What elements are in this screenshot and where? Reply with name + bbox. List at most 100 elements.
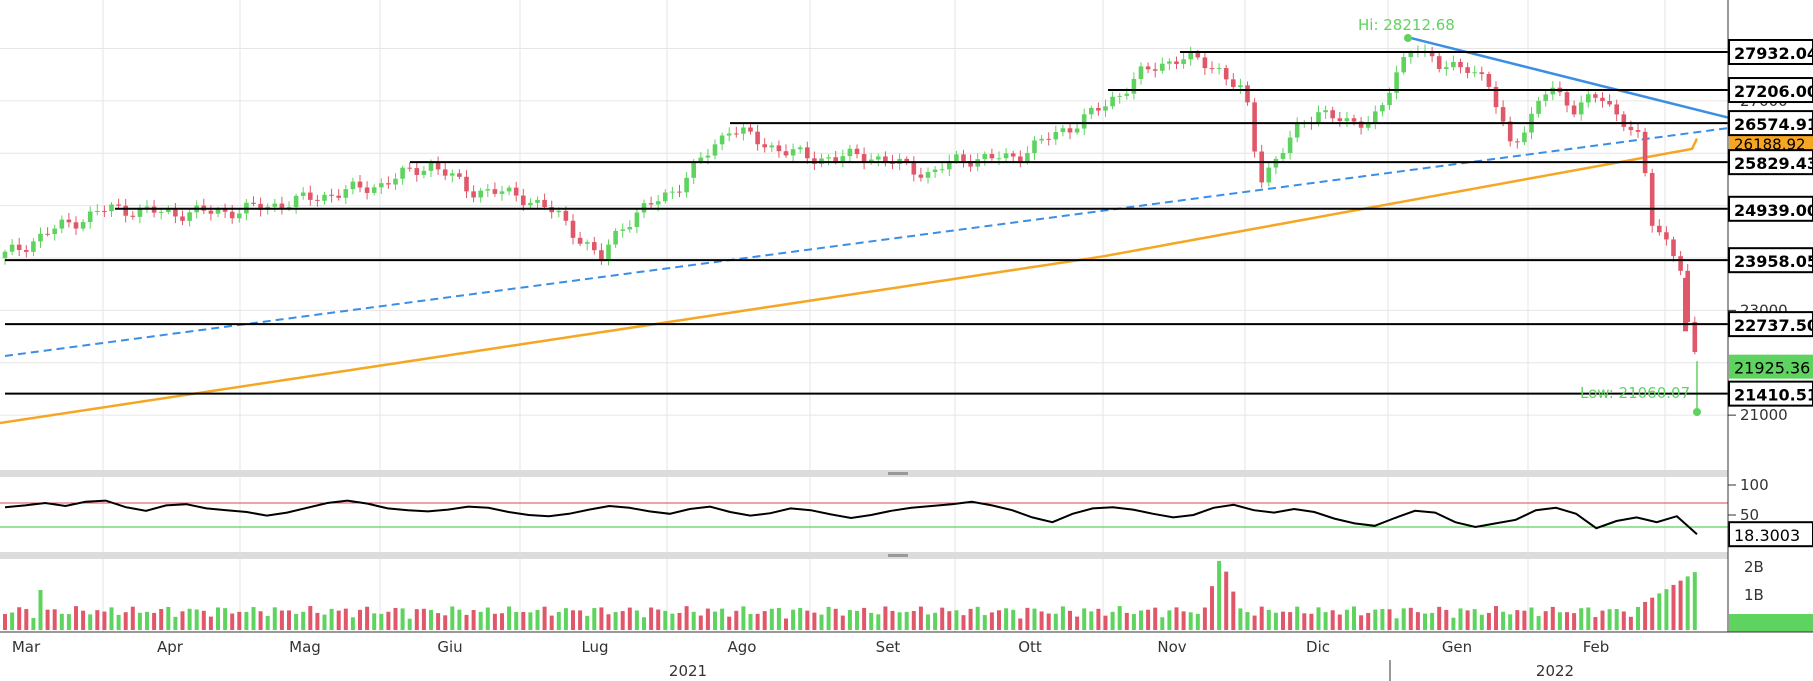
volume-bar — [1352, 606, 1356, 630]
candle-body — [1444, 67, 1449, 69]
volume-bar — [1522, 610, 1527, 630]
volume-bar — [10, 612, 15, 630]
volume-bar — [613, 612, 618, 630]
candle-body — [698, 157, 704, 162]
volume-bar — [343, 608, 348, 630]
candle-body — [1245, 85, 1250, 103]
rsi-volume-separator[interactable] — [0, 552, 1728, 559]
volume-bar — [1607, 609, 1612, 630]
volume-bar — [528, 612, 533, 630]
volume-bar — [876, 614, 881, 630]
volume-bar — [1650, 597, 1655, 630]
candle-body — [677, 191, 682, 193]
volume-bars: 2B1B0 — [3, 558, 1813, 632]
candle-body — [158, 211, 164, 213]
volume-bar — [450, 606, 455, 630]
volume-bar — [1529, 607, 1534, 630]
month-label: Feb — [1583, 638, 1610, 656]
volume-bar — [365, 606, 370, 630]
candle-body — [1486, 73, 1492, 87]
candle-body — [315, 199, 320, 201]
candle-body — [1500, 107, 1506, 122]
candle-body — [535, 199, 540, 203]
candle-body — [102, 211, 107, 213]
volume-bar — [1401, 608, 1406, 630]
volume-bar — [805, 610, 810, 630]
candle-body — [300, 192, 306, 196]
volume-bar — [1664, 589, 1669, 630]
volume-bar — [1572, 613, 1577, 630]
candle-body — [989, 154, 995, 159]
candle-body — [435, 162, 441, 170]
volume-bar — [1643, 601, 1648, 630]
volume-bar — [933, 612, 938, 630]
volume-bar — [1309, 613, 1314, 630]
candle-body — [1436, 56, 1442, 69]
candle-body — [741, 127, 746, 134]
volume-bar — [1394, 618, 1399, 630]
volume-bar — [1494, 606, 1498, 630]
candle-body — [485, 189, 491, 191]
volume-bar — [1437, 606, 1442, 630]
month-label: Mar — [12, 638, 41, 656]
candle-body — [471, 191, 476, 198]
candle-body — [364, 187, 370, 193]
volume-bar — [1430, 612, 1435, 630]
volume-bar — [485, 607, 490, 630]
volume-bar — [1195, 613, 1200, 630]
volume-bar — [883, 606, 888, 630]
volume-bar — [762, 611, 767, 630]
volume-bar — [1671, 584, 1676, 630]
candle-body — [719, 135, 725, 145]
last-price-label: 21925.36 — [1734, 359, 1810, 378]
candle-body — [379, 183, 384, 188]
candle-body — [457, 173, 462, 177]
volume-bar — [926, 614, 930, 630]
candle-body — [123, 205, 128, 216]
volume-bar — [1210, 586, 1214, 630]
volume-bar — [1053, 613, 1058, 630]
volume-bar — [1316, 607, 1321, 630]
year-label: 2021 — [669, 662, 707, 680]
volume-bar — [911, 611, 916, 630]
candle-body — [1380, 105, 1385, 112]
candle-body — [1018, 156, 1023, 162]
volume-bar — [1359, 615, 1364, 630]
volume-bar — [1501, 611, 1506, 630]
volume-bar — [322, 614, 327, 630]
candle-body — [386, 183, 391, 185]
candle-body — [428, 162, 434, 171]
candle-body — [286, 206, 292, 209]
volume-bar — [585, 615, 590, 630]
volume-bar — [393, 607, 398, 630]
rsi-value-label: 18.3003 — [1734, 526, 1800, 545]
volume-bar — [1046, 613, 1051, 630]
volume-bar — [1408, 607, 1413, 630]
candle-body — [1465, 67, 1470, 73]
candle-body — [1649, 173, 1655, 226]
candle-body — [1124, 93, 1130, 96]
volume-bar — [1160, 617, 1165, 630]
trend-lines — [4, 36, 1729, 357]
candle-body — [1571, 105, 1577, 115]
low-label: Low: 21060.07 — [1580, 384, 1690, 402]
volume-bar — [436, 613, 441, 630]
volume-bar — [755, 613, 760, 630]
volume-bar — [1579, 608, 1584, 630]
candle-body — [691, 161, 696, 178]
volume-bar — [1465, 610, 1470, 630]
volume-bar — [592, 608, 597, 630]
month-label: Mag — [289, 638, 321, 656]
volume-bar — [798, 608, 803, 630]
candle-body — [1152, 69, 1158, 71]
candle-body — [1451, 61, 1456, 68]
candle-body — [450, 173, 455, 176]
volume-bar — [1103, 615, 1108, 630]
price-rsi-separator[interactable] — [0, 470, 1728, 477]
candle-body — [1280, 153, 1286, 159]
volume-bar — [194, 609, 199, 630]
volume-bar — [180, 611, 185, 630]
volume-bar — [279, 610, 284, 630]
candle-body — [1081, 114, 1087, 129]
month-label: Apr — [157, 638, 184, 656]
